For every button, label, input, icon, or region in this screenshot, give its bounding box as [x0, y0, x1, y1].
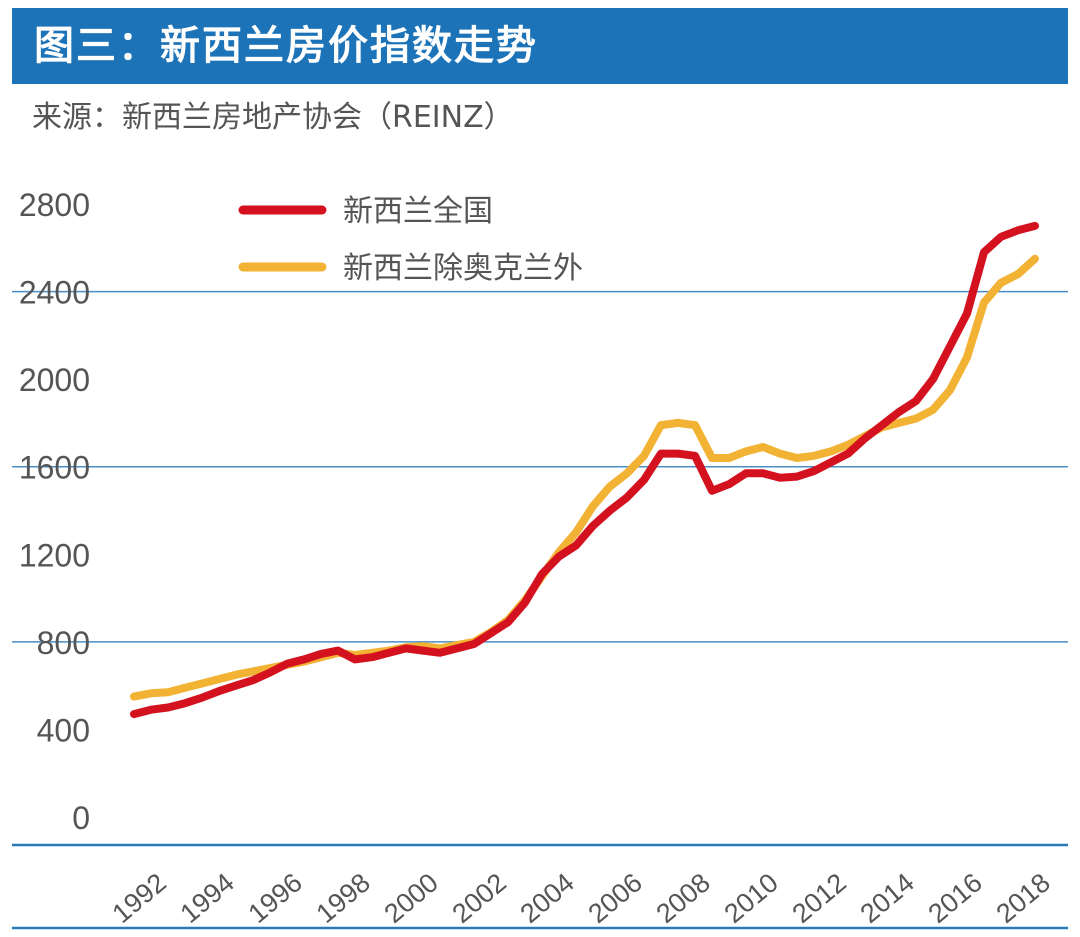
source-note: 来源：新西兰房地产协会（REINZ） [32, 100, 514, 135]
x-tick-label: 2008 [651, 867, 716, 929]
y-tick-label: 2400 [19, 275, 90, 311]
x-tick-label: 1996 [243, 867, 308, 929]
y-tick-label: 1200 [19, 537, 90, 573]
x-tick-label: 2018 [991, 867, 1056, 929]
x-tick-label: 2004 [515, 867, 580, 929]
chart-title: 图三：新西兰房价指数走势 [34, 23, 538, 69]
title-bar: 图三：新西兰房价指数走势 [12, 8, 1068, 84]
x-tick-label: 2006 [583, 867, 648, 929]
y-tick-label: 1600 [19, 450, 90, 486]
x-tick-label: 2016 [923, 867, 988, 929]
y-tick-label: 800 [37, 625, 90, 661]
x-tick-label: 1998 [311, 867, 376, 929]
legend-label: 新西兰除奥克兰外 [343, 251, 583, 286]
y-tick-label: 0 [72, 800, 90, 836]
series-line-excl-auckland [130, 254, 1039, 701]
x-tick-label: 2010 [719, 867, 784, 929]
y-tick-label: 2800 [19, 187, 90, 223]
x-tick-label: 2014 [855, 867, 920, 929]
x-tick-label: 2012 [787, 867, 852, 929]
y-tick-label: 2000 [19, 362, 90, 398]
x-tick-label: 2002 [447, 867, 512, 929]
x-axis [12, 843, 1068, 930]
y-axis-ticks: 0 400 800 1200 1600 2000 2400 2800 [19, 187, 90, 836]
legend-label: 新西兰全国 [343, 194, 493, 229]
x-axis-ticks: 1992 1994 1996 1998 2000 2002 2004 2006 2008 2010… [107, 867, 1056, 929]
gridlines [12, 290, 1068, 643]
x-tick-label: 1992 [107, 867, 172, 929]
x-tick-label: 2000 [379, 867, 444, 929]
series-line-national [130, 221, 1039, 719]
x-tick-label: 1994 [175, 867, 240, 929]
series-lines [130, 221, 1039, 719]
y-tick-label: 400 [37, 712, 90, 748]
